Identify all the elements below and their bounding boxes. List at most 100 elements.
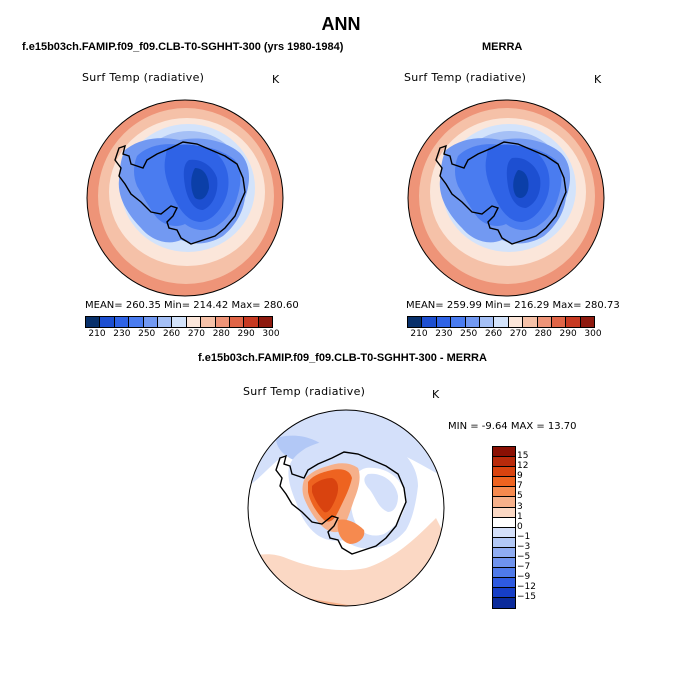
colorbar-swatch	[508, 317, 524, 327]
panel2-variable-label: Surf Temp (radiative)	[404, 71, 527, 84]
panel3-colorbar	[492, 446, 516, 609]
panel3-stats: MIN = -9.64 MAX = 13.70	[448, 421, 577, 432]
colorbar-swatch	[493, 588, 515, 599]
panel1-coastline	[114, 141, 246, 245]
colorbar-swatch	[479, 317, 495, 327]
panel3-units-label: K	[432, 388, 440, 401]
colorbar-swatch	[172, 317, 187, 327]
panel2-colorbar-ticks: 210 230 250 260 270 280 290 300	[407, 329, 601, 341]
colorbar-tick-label: 250	[138, 329, 156, 339]
panel3-colorbar-ticks: 15 12 9 7 5 3 1 0 −1 −3 −5 −7 −9 −12 −15	[517, 446, 547, 606]
panel2-stats: MEAN= 259.99 Min= 216.29 Max= 280.73	[406, 300, 620, 311]
colorbar-tick-label: 1	[517, 511, 523, 522]
panel3-field-minus1-east	[364, 473, 398, 512]
panel3-coastline	[275, 451, 407, 555]
panel3-field-9-west	[312, 478, 339, 513]
colorbar-swatch	[551, 317, 567, 327]
colorbar-tick-label: 270	[509, 329, 528, 339]
colorbar-swatch	[229, 317, 245, 327]
colorbar-swatch	[566, 317, 581, 327]
colorbar-swatch	[537, 317, 552, 327]
panel2-map-border	[407, 99, 605, 297]
colorbar-swatch	[157, 317, 173, 327]
colorbar-swatch	[493, 598, 515, 608]
panel3-title: f.e15b03ch.FAMIP.f09_f09.CLB-T0-SGHHT-30…	[198, 352, 487, 364]
colorbar-tick-label: −7	[517, 562, 531, 573]
colorbar-tick-label: 15	[517, 451, 529, 461]
colorbar-swatch	[215, 317, 230, 327]
panel3-field-1-south	[248, 518, 444, 606]
colorbar-tick-label: 300	[262, 329, 280, 339]
colorbar-tick-label: −9	[517, 572, 531, 583]
colorbar-swatch	[493, 537, 515, 548]
colorbar-tick-label: 300	[584, 329, 602, 339]
colorbar-tick-label: 5	[517, 491, 523, 502]
colorbar-swatch	[493, 497, 515, 508]
colorbar-swatch	[100, 317, 115, 327]
panel3-map-border	[247, 409, 445, 607]
colorbar-tick-label: 210	[88, 329, 106, 339]
colorbar-swatch	[186, 317, 202, 327]
colorbar-swatch	[143, 317, 158, 327]
panel1-field-210	[191, 168, 209, 200]
colorbar-swatch	[201, 317, 216, 327]
colorbar-swatch	[493, 547, 515, 559]
colorbar-tick-label: −12	[517, 582, 536, 593]
colorbar-swatch	[244, 317, 259, 327]
colorbar-swatch	[493, 578, 515, 589]
panel2-field-210	[513, 170, 529, 198]
colorbar-tick-label: 9	[517, 471, 523, 482]
colorbar-swatch	[451, 317, 466, 327]
colorbar-tick-label: 3	[517, 501, 523, 512]
colorbar-swatch	[408, 317, 423, 327]
colorbar-swatch	[258, 317, 273, 327]
colorbar-swatch	[114, 317, 130, 327]
panel2-colorbar	[407, 316, 595, 328]
panel2-units-label: K	[594, 73, 602, 86]
colorbar-tick-label: 280	[212, 329, 230, 339]
panel3-field-minus1-north	[248, 410, 444, 488]
colorbar-swatch	[493, 568, 515, 579]
figure-title: ANN	[321, 14, 361, 34]
panel1-map-border	[86, 99, 284, 297]
colorbar-swatch	[436, 317, 452, 327]
colorbar-tick-label: 280	[534, 329, 552, 339]
colorbar-tick-label: −1	[517, 531, 531, 542]
colorbar-tick-label: 0	[517, 521, 523, 532]
panel3-variable-label: Surf Temp (radiative)	[243, 385, 366, 398]
colorbar-tick-label: −3	[517, 541, 531, 552]
colorbar-tick-label: 12	[517, 461, 529, 472]
panel1-units-label: K	[272, 73, 280, 86]
colorbar-swatch	[465, 317, 480, 327]
colorbar-swatch	[422, 317, 437, 327]
colorbar-tick-label: 7	[517, 481, 523, 492]
panel1-stats: MEAN= 260.35 Min= 214.42 Max= 280.60	[85, 300, 299, 311]
colorbar-tick-label: 260	[162, 329, 181, 339]
colorbar-tick-label: 290	[237, 329, 255, 339]
colorbar-tick-label: 210	[410, 329, 428, 339]
colorbar-swatch	[493, 467, 515, 478]
colorbar-tick-label: −5	[517, 552, 531, 562]
colorbar-swatch	[493, 487, 515, 498]
colorbar-swatch	[493, 507, 515, 518]
colorbar-swatch	[129, 317, 144, 327]
panel3-field-5-shelf	[337, 519, 365, 544]
colorbar-swatch	[493, 477, 515, 488]
panel2-title: MERRA	[482, 41, 523, 53]
colorbar-swatch	[523, 317, 538, 327]
panel1-variable-label: Surf Temp (radiative)	[82, 71, 205, 84]
colorbar-swatch	[86, 317, 101, 327]
colorbar-tick-label: 230	[113, 329, 131, 339]
colorbar-swatch	[580, 317, 595, 327]
colorbar-swatch	[493, 457, 515, 468]
panel1-colorbar-ticks: 210 230 250 260 270 280 290 300	[85, 329, 279, 341]
panel2-polar-map	[407, 99, 605, 297]
panel1-polar-map	[86, 99, 284, 297]
colorbar-tick-label: 230	[435, 329, 453, 339]
panel3-polar-map	[247, 409, 445, 607]
colorbar-tick-label: 270	[187, 329, 206, 339]
colorbar-tick-label: 290	[559, 329, 577, 339]
colorbar-swatch	[494, 317, 509, 327]
colorbar-tick-label: 250	[460, 329, 478, 339]
colorbar-swatch	[493, 447, 515, 458]
